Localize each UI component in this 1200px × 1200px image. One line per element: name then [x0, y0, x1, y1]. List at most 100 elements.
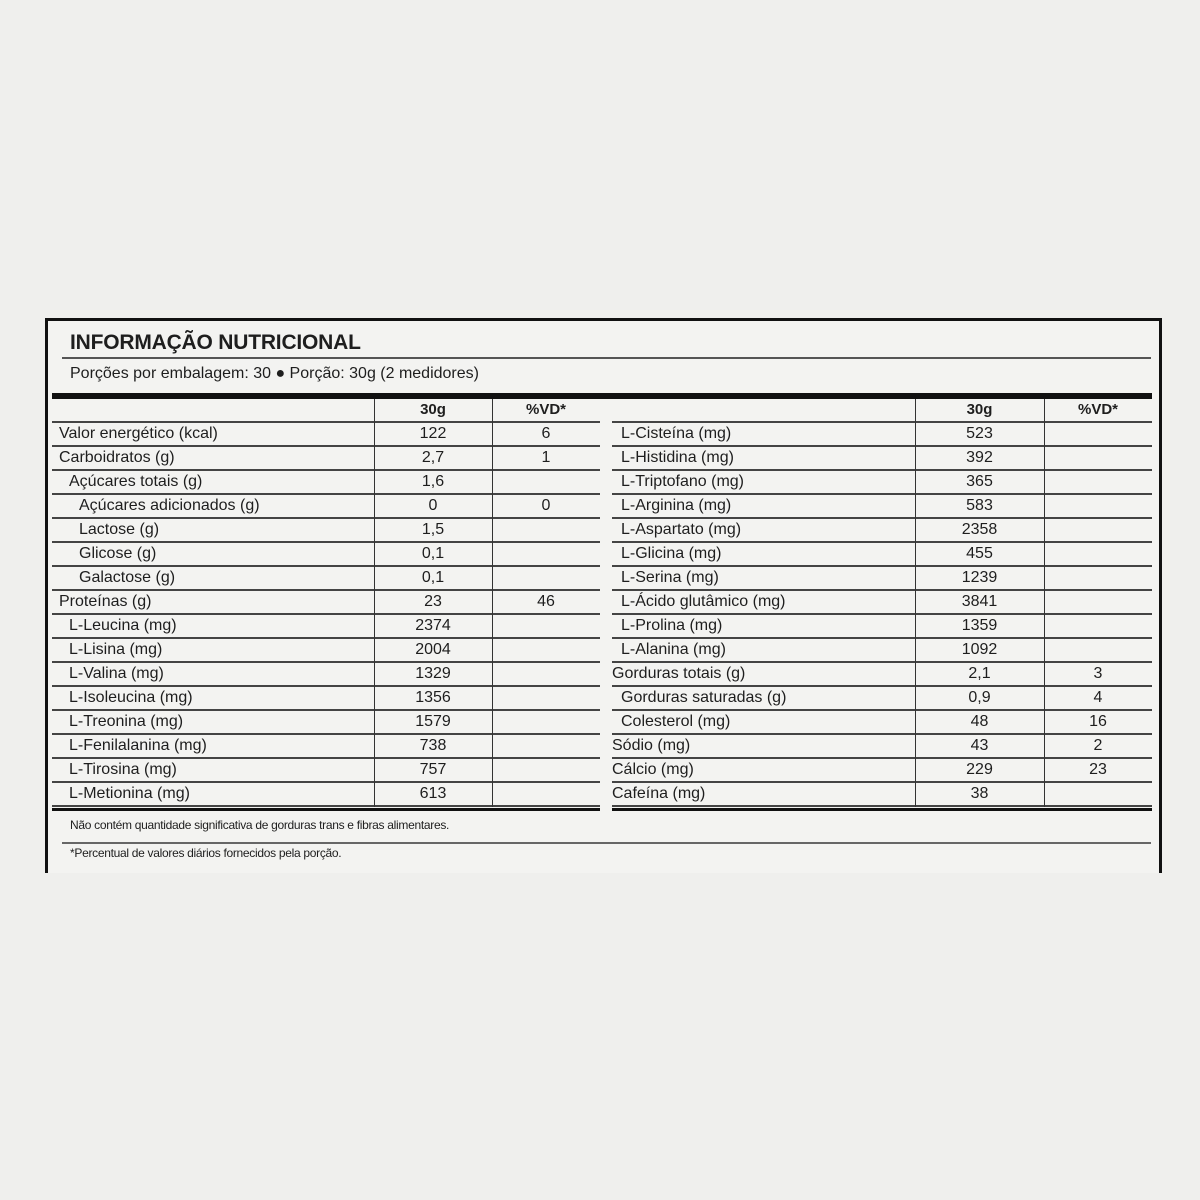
nutrient-name: Glicose (g) [79, 545, 157, 562]
nutrition-label-panel [45, 318, 1162, 873]
table-row: L-Histidina (mg) 392 [612, 447, 1152, 471]
nutrient-name: L-Metionina (mg) [69, 785, 190, 802]
nutrient-name: L-Leucina (mg) [69, 617, 177, 634]
nutrient-vd [1044, 543, 1152, 567]
nutrient-vd: 1 [541, 449, 551, 466]
nutrient-amount: 2004 [415, 641, 451, 658]
nutrient-vd [1044, 423, 1152, 447]
nutrient-amount: 0,1 [421, 569, 445, 586]
nutrient-name: Lactose (g) [79, 521, 160, 538]
nutrient-name: L-Arginina (mg) [621, 497, 732, 514]
nutrient-name: L-Triptofano (mg) [621, 473, 744, 490]
table-row: L-Valina (mg) 1329 [52, 663, 600, 687]
nutrient-amount: 1239 [961, 569, 998, 586]
nutrient-vd [492, 687, 600, 711]
column-divider [1044, 399, 1045, 807]
nutrient-name: Açúcares totais (g) [69, 473, 203, 490]
table-header-row: 30g %VD* [612, 399, 1152, 423]
divider [62, 357, 1151, 359]
table-header-row: 30g %VD* [52, 399, 600, 423]
nutrient-vd [1044, 567, 1152, 591]
nutrient-name: L-Alanina (mg) [621, 641, 726, 658]
footnote-vd: *Percentual de valores diários fornecido… [70, 846, 342, 860]
nutrient-amount: 1356 [415, 689, 451, 706]
nutrient-name: Proteínas (g) [59, 593, 152, 610]
nutrient-amount: 1,6 [421, 473, 445, 490]
table-row: L-Alanina (mg) 1092 [612, 639, 1152, 663]
nutrient-name: L-Glicina (mg) [621, 545, 722, 562]
nutrient-vd [1044, 591, 1152, 615]
table-row: L-Arginina (mg) 583 [612, 495, 1152, 519]
nutrient-vd: 2 [1093, 737, 1103, 754]
nutrient-name: Gorduras totais (g) [612, 665, 746, 682]
header-amount: 30g [420, 401, 446, 418]
nutrient-amount: 122 [419, 425, 447, 442]
nutrient-amount: 23 [424, 593, 442, 610]
table-row: L-Triptofano (mg) 365 [612, 471, 1152, 495]
serving-info: Porções por embalagem: 30 ● Porção: 30g … [70, 365, 479, 382]
table-row: L-Metionina (mg) 613 [52, 783, 600, 807]
nutrient-amount: 43 [970, 737, 989, 754]
nutrient-name: L-Cisteína (mg) [621, 425, 732, 442]
nutrient-amount: 2358 [961, 521, 998, 538]
nutrient-name: Valor energético (kcal) [59, 425, 218, 442]
table-row: Lactose (g) 1,5 [52, 519, 600, 543]
nutrient-vd [1044, 639, 1152, 663]
table-row: Açúcares adicionados (g) 0 0 [52, 495, 600, 519]
nutrient-amount: 2,1 [968, 665, 991, 682]
column-divider [374, 399, 375, 807]
table-row: L-Isoleucina (mg) 1356 [52, 687, 600, 711]
nutrient-amount: 1092 [961, 641, 998, 658]
nutrient-vd: 16 [1089, 713, 1107, 730]
nutrient-amount: 0 [428, 497, 438, 514]
table-row: L-Glicina (mg) 455 [612, 543, 1152, 567]
nutrient-amount: 613 [419, 785, 447, 802]
nutrient-name: L-Tirosina (mg) [69, 761, 177, 778]
nutrient-name: L-Aspartato (mg) [621, 521, 742, 538]
nutrient-name: L-Serina (mg) [621, 569, 719, 586]
nutrient-amount: 38 [970, 785, 989, 802]
nutrient-vd [492, 711, 600, 735]
table-row: L-Prolina (mg) 1359 [612, 615, 1152, 639]
nutrient-vd [492, 783, 600, 807]
table-row: Gorduras saturadas (g) 0,9 4 [612, 687, 1152, 711]
nutrient-vd [492, 519, 600, 543]
table-row: Sódio (mg) 43 2 [612, 735, 1152, 759]
nutrient-amount: 583 [966, 497, 993, 514]
label-title: INFORMAÇÃO NUTRICIONAL [70, 331, 361, 354]
header-amount: 30g [966, 401, 993, 418]
nutrient-amount: 3841 [961, 593, 998, 610]
nutrient-vd [492, 735, 600, 759]
nutrient-vd: 0 [541, 497, 551, 514]
nutrient-name: L-Lisina (mg) [69, 641, 163, 658]
nutrient-amount: 365 [966, 473, 993, 490]
nutrient-amount: 1359 [961, 617, 998, 634]
table-row: L-Serina (mg) 1239 [612, 567, 1152, 591]
nutrient-amount: 0,1 [421, 545, 445, 562]
nutrient-vd [492, 639, 600, 663]
nutrient-name: Cálcio (mg) [612, 761, 694, 778]
nutrient-name: L-Treonina (mg) [69, 713, 184, 730]
header-vd: %VD* [1077, 401, 1118, 418]
nutrient-vd [492, 567, 600, 591]
nutrient-amount: 738 [419, 737, 447, 754]
nutrient-amount: 0,9 [968, 689, 991, 706]
table-bottom-line [52, 808, 600, 811]
nutrient-vd: 46 [537, 593, 555, 610]
nutrient-name: Açúcares adicionados (g) [79, 497, 260, 514]
nutrient-amount: 392 [966, 449, 993, 466]
nutrient-vd [1044, 495, 1152, 519]
nutrient-name: L-Histidina (mg) [621, 449, 734, 466]
table-row: Gorduras totais (g) 2,1 3 [612, 663, 1152, 687]
table-bottom-line [612, 808, 1152, 811]
column-divider [492, 399, 493, 807]
nutrient-vd: 3 [1093, 665, 1103, 682]
table-row: L-Leucina (mg) 2374 [52, 615, 600, 639]
nutrient-amount: 1,5 [421, 521, 445, 538]
table-row: L-Tirosina (mg) 757 [52, 759, 600, 783]
nutrient-vd [1044, 519, 1152, 543]
table-row: Valor energético (kcal) 122 6 [52, 423, 600, 447]
divider [62, 842, 1151, 844]
nutrient-vd: 6 [541, 425, 551, 442]
table-row: Carboidratos (g) 2,7 1 [52, 447, 600, 471]
